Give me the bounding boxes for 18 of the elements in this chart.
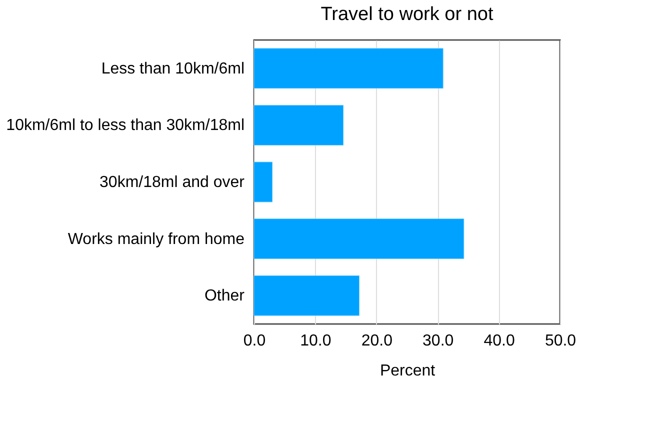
x-tick-label: 30.0: [422, 332, 454, 350]
x-tick-label: 20.0: [361, 332, 393, 350]
y-tick-label: Works mainly from home: [68, 230, 245, 248]
y-tick-label: 10km/6ml to less than 30km/18ml: [6, 117, 244, 134]
bar: [254, 275, 360, 316]
y-tick-label: Other: [204, 288, 246, 305]
chart-title: Travel to work or not: [320, 4, 494, 25]
x-tick-label: 40.0: [484, 332, 515, 350]
x-tick-label: 50.0: [544, 332, 576, 350]
bar: [254, 48, 444, 89]
x-tick-label: 10.0: [300, 332, 332, 350]
x-axis-title: Percent: [380, 362, 436, 380]
bar: [254, 104, 344, 146]
bar: [254, 218, 464, 260]
bar: [254, 162, 273, 202]
y-tick-label: Less than 10km/6ml: [101, 60, 244, 78]
x-tick-label: 0.0: [243, 332, 266, 350]
y-tick-label: 30km/18ml and over: [100, 174, 246, 191]
